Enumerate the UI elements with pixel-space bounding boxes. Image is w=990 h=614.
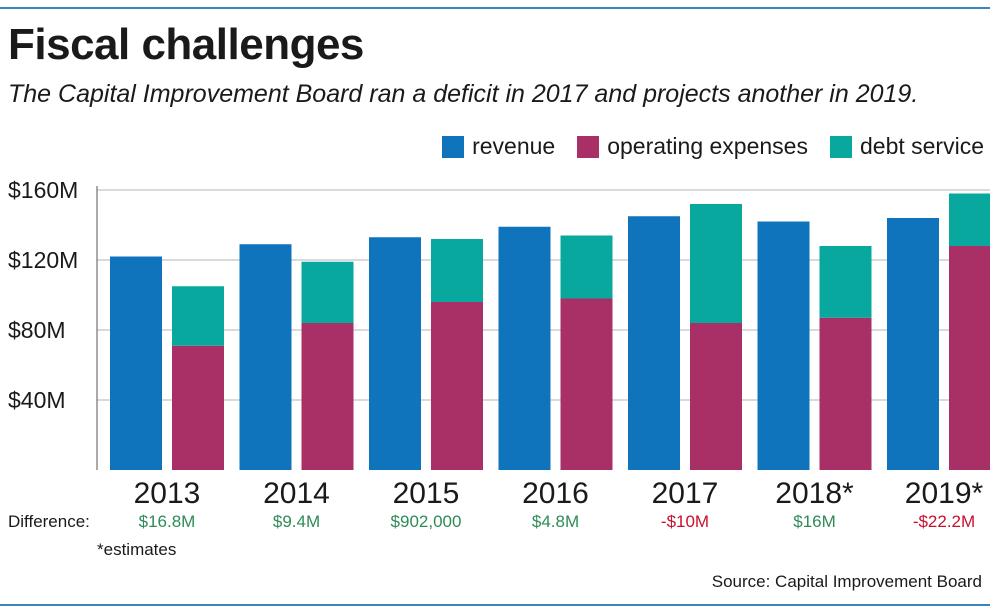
bar-revenue <box>757 221 810 470</box>
legend-swatch-operating-expenses <box>577 135 600 158</box>
difference-value: $9.4M <box>273 512 320 531</box>
bar-operating-expenses <box>172 345 224 470</box>
legend-item-operating-expenses: operating expenses <box>577 133 808 160</box>
top-rule <box>0 7 990 9</box>
difference-value: $902,000 <box>391 512 462 531</box>
x-tick-label: 2016 <box>522 477 589 510</box>
bar-debt-service <box>690 204 742 323</box>
bar-revenue <box>498 226 551 470</box>
legend-label-revenue: revenue <box>472 133 556 159</box>
x-tick-label: 2017 <box>652 477 719 510</box>
y-tick-label: $160M <box>8 177 78 203</box>
bar-debt-service <box>301 261 354 323</box>
bar-revenue <box>369 237 421 470</box>
legend-item-debt-service: debt service <box>829 133 984 160</box>
x-tick-label: 2013 <box>134 477 201 510</box>
x-tick-label: 2018* <box>775 477 854 510</box>
difference-value: -$10M <box>661 512 709 531</box>
bar-operating-expenses <box>301 323 354 470</box>
y-tick-label: $40M <box>8 387 66 413</box>
bar-revenue <box>887 218 939 470</box>
y-tick-label: $120M <box>8 247 78 273</box>
difference-value: -$22.2M <box>913 512 975 531</box>
x-tick-label: 2015 <box>393 477 460 510</box>
bar-revenue <box>110 256 162 470</box>
difference-value: $16.8M <box>139 512 196 531</box>
difference-value: $4.8M <box>532 512 579 531</box>
chart-subtitle: The Capital Improvement Board ran a defi… <box>8 80 919 108</box>
bar-operating-expenses <box>690 323 742 470</box>
bar-operating-expenses <box>949 246 990 470</box>
bar-operating-expenses <box>560 298 613 470</box>
legend-swatch-revenue <box>442 135 465 158</box>
bar-debt-service <box>560 235 613 299</box>
footnote: *estimates <box>97 540 177 559</box>
difference-label: Difference: <box>8 512 90 531</box>
bar-debt-service <box>819 246 872 318</box>
legend: revenue operating expenses debt service <box>420 133 984 160</box>
x-tick-label: 2014 <box>263 477 330 510</box>
bar-operating-expenses <box>431 302 483 470</box>
bar-revenue <box>239 244 292 470</box>
legend-swatch-debt-service <box>829 135 852 158</box>
bar-operating-expenses <box>819 317 872 470</box>
chart-title: Fiscal challenges <box>8 20 364 69</box>
bar-debt-service <box>431 239 483 302</box>
y-tick-label: $80M <box>8 317 66 343</box>
bar-debt-service <box>949 193 990 246</box>
legend-item-revenue: revenue <box>442 133 555 160</box>
bottom-rule <box>0 604 990 606</box>
bar-revenue <box>628 216 680 470</box>
source-note: Source: Capital Improvement Board <box>711 572 982 591</box>
legend-label-operating-expenses: operating expenses <box>607 133 808 159</box>
bar-debt-service <box>172 286 224 346</box>
legend-label-debt-service: debt service <box>859 133 984 159</box>
difference-value: $16M <box>793 512 836 531</box>
x-tick-label: 2019* <box>905 477 984 510</box>
